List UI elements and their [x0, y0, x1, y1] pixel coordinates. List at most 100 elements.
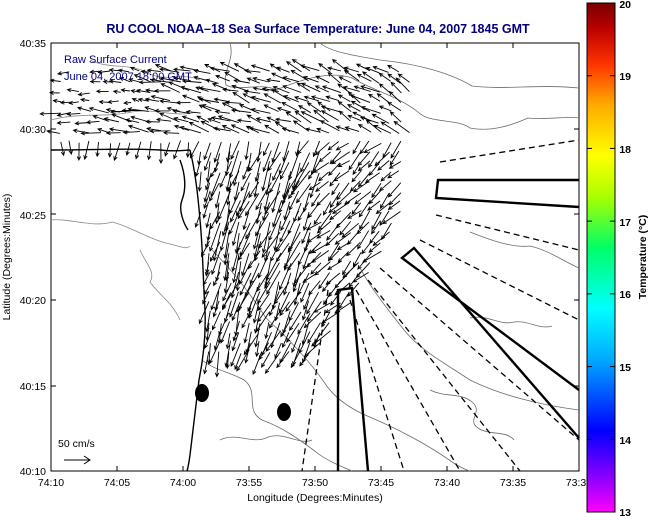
- current-vector: [359, 116, 379, 124]
- current-vector: [337, 94, 351, 102]
- current-vector: [209, 183, 220, 202]
- current-vector: [242, 160, 251, 181]
- current-vector: [373, 125, 392, 134]
- current-vector: [311, 250, 329, 264]
- current-vector: [201, 240, 210, 258]
- current-vector: [204, 282, 212, 296]
- current-vector: [319, 120, 340, 132]
- wedge-line-5: [367, 279, 521, 472]
- current-vector: [127, 107, 149, 112]
- current-vector: [261, 87, 279, 92]
- current-vector: [49, 78, 61, 83]
- current-vector: [387, 101, 402, 111]
- current-vector: [358, 200, 371, 218]
- current-vector: [334, 282, 351, 296]
- current-vector: [376, 93, 390, 103]
- current-vector: [221, 125, 240, 134]
- current-vector: [302, 251, 310, 270]
- current-vector: [185, 109, 201, 115]
- current-vector: [252, 86, 269, 92]
- current-vector: [357, 160, 371, 172]
- current-vector: [387, 64, 400, 73]
- current-vector: [125, 118, 140, 124]
- current-vector: [83, 140, 90, 161]
- current-vector: [135, 88, 151, 93]
- current-vector: [231, 221, 240, 247]
- current-vector: [130, 89, 140, 94]
- current-vector: [303, 291, 312, 311]
- current-vector: [302, 270, 321, 283]
- current-vector: [203, 152, 212, 172]
- colorbar-tick-label: 18: [619, 144, 631, 156]
- current-vector: [225, 172, 232, 192]
- current-vector: [350, 100, 371, 113]
- current-vector: [232, 253, 240, 284]
- scale-label: 50 cm/s: [58, 438, 95, 450]
- current-vector: [327, 66, 342, 72]
- current-vector: [357, 124, 372, 133]
- current-vector: [269, 63, 281, 72]
- current-vector: [288, 302, 300, 322]
- current-vector: [352, 272, 369, 283]
- current-vector: [181, 115, 200, 123]
- current-vector: [224, 71, 241, 82]
- current-vector: [297, 242, 310, 266]
- current-vector: [214, 351, 220, 378]
- current-vector: [236, 350, 249, 372]
- current-vector: [371, 211, 382, 231]
- current-vector: [159, 76, 181, 83]
- current-vector: [210, 283, 222, 311]
- current-vector: [328, 162, 341, 176]
- current-vector: [368, 151, 380, 168]
- current-vector: [388, 90, 402, 103]
- current-vector: [243, 322, 250, 344]
- current-vector: [281, 182, 291, 205]
- contour-line-2: [319, 42, 580, 89]
- current-vector: [270, 242, 281, 262]
- current-vector: [274, 117, 291, 122]
- current-vector: [290, 350, 301, 369]
- current-vector: [263, 93, 282, 104]
- current-vector: [221, 210, 231, 237]
- current-vector: [241, 253, 250, 277]
- current-vector: [144, 97, 159, 102]
- current-vector: [207, 117, 221, 124]
- current-vector: [212, 126, 231, 132]
- current-vector: [123, 100, 132, 106]
- current-vector: [252, 351, 262, 376]
- wedge-line-2: [435, 214, 580, 251]
- current-vector: [378, 72, 391, 82]
- wedge-line-1: [439, 139, 580, 163]
- current-vector: [235, 261, 242, 292]
- current-vector: [158, 143, 164, 165]
- current-vector: [261, 352, 271, 369]
- current-vector: [304, 127, 321, 133]
- current-vector: [113, 142, 121, 162]
- current-vector: [236, 118, 252, 123]
- current-vector: [129, 66, 140, 72]
- current-vector: [288, 180, 300, 200]
- current-vector: [307, 202, 320, 219]
- current-vector: [228, 212, 240, 235]
- current-vector: [365, 119, 382, 133]
- current-vector: [337, 100, 352, 113]
- shoreline-inlet: [179, 159, 189, 231]
- current-vector: [360, 85, 380, 93]
- current-vector: [159, 112, 180, 123]
- current-vector: [239, 272, 252, 296]
- current-vector: [172, 109, 190, 114]
- current-vector: [310, 95, 331, 102]
- current-vector: [225, 333, 231, 350]
- current-vector: [107, 143, 113, 158]
- current-vector: [153, 88, 171, 94]
- current-vector: [336, 182, 350, 201]
- current-vector: [302, 76, 319, 83]
- current-vector: [217, 190, 231, 221]
- current-vector: [217, 115, 239, 124]
- current-vector: [264, 124, 280, 134]
- current-vector: [347, 210, 362, 219]
- current-vector: [203, 190, 211, 210]
- current-vector: [173, 140, 182, 160]
- current-vector: [337, 83, 350, 93]
- current-vector: [250, 95, 272, 103]
